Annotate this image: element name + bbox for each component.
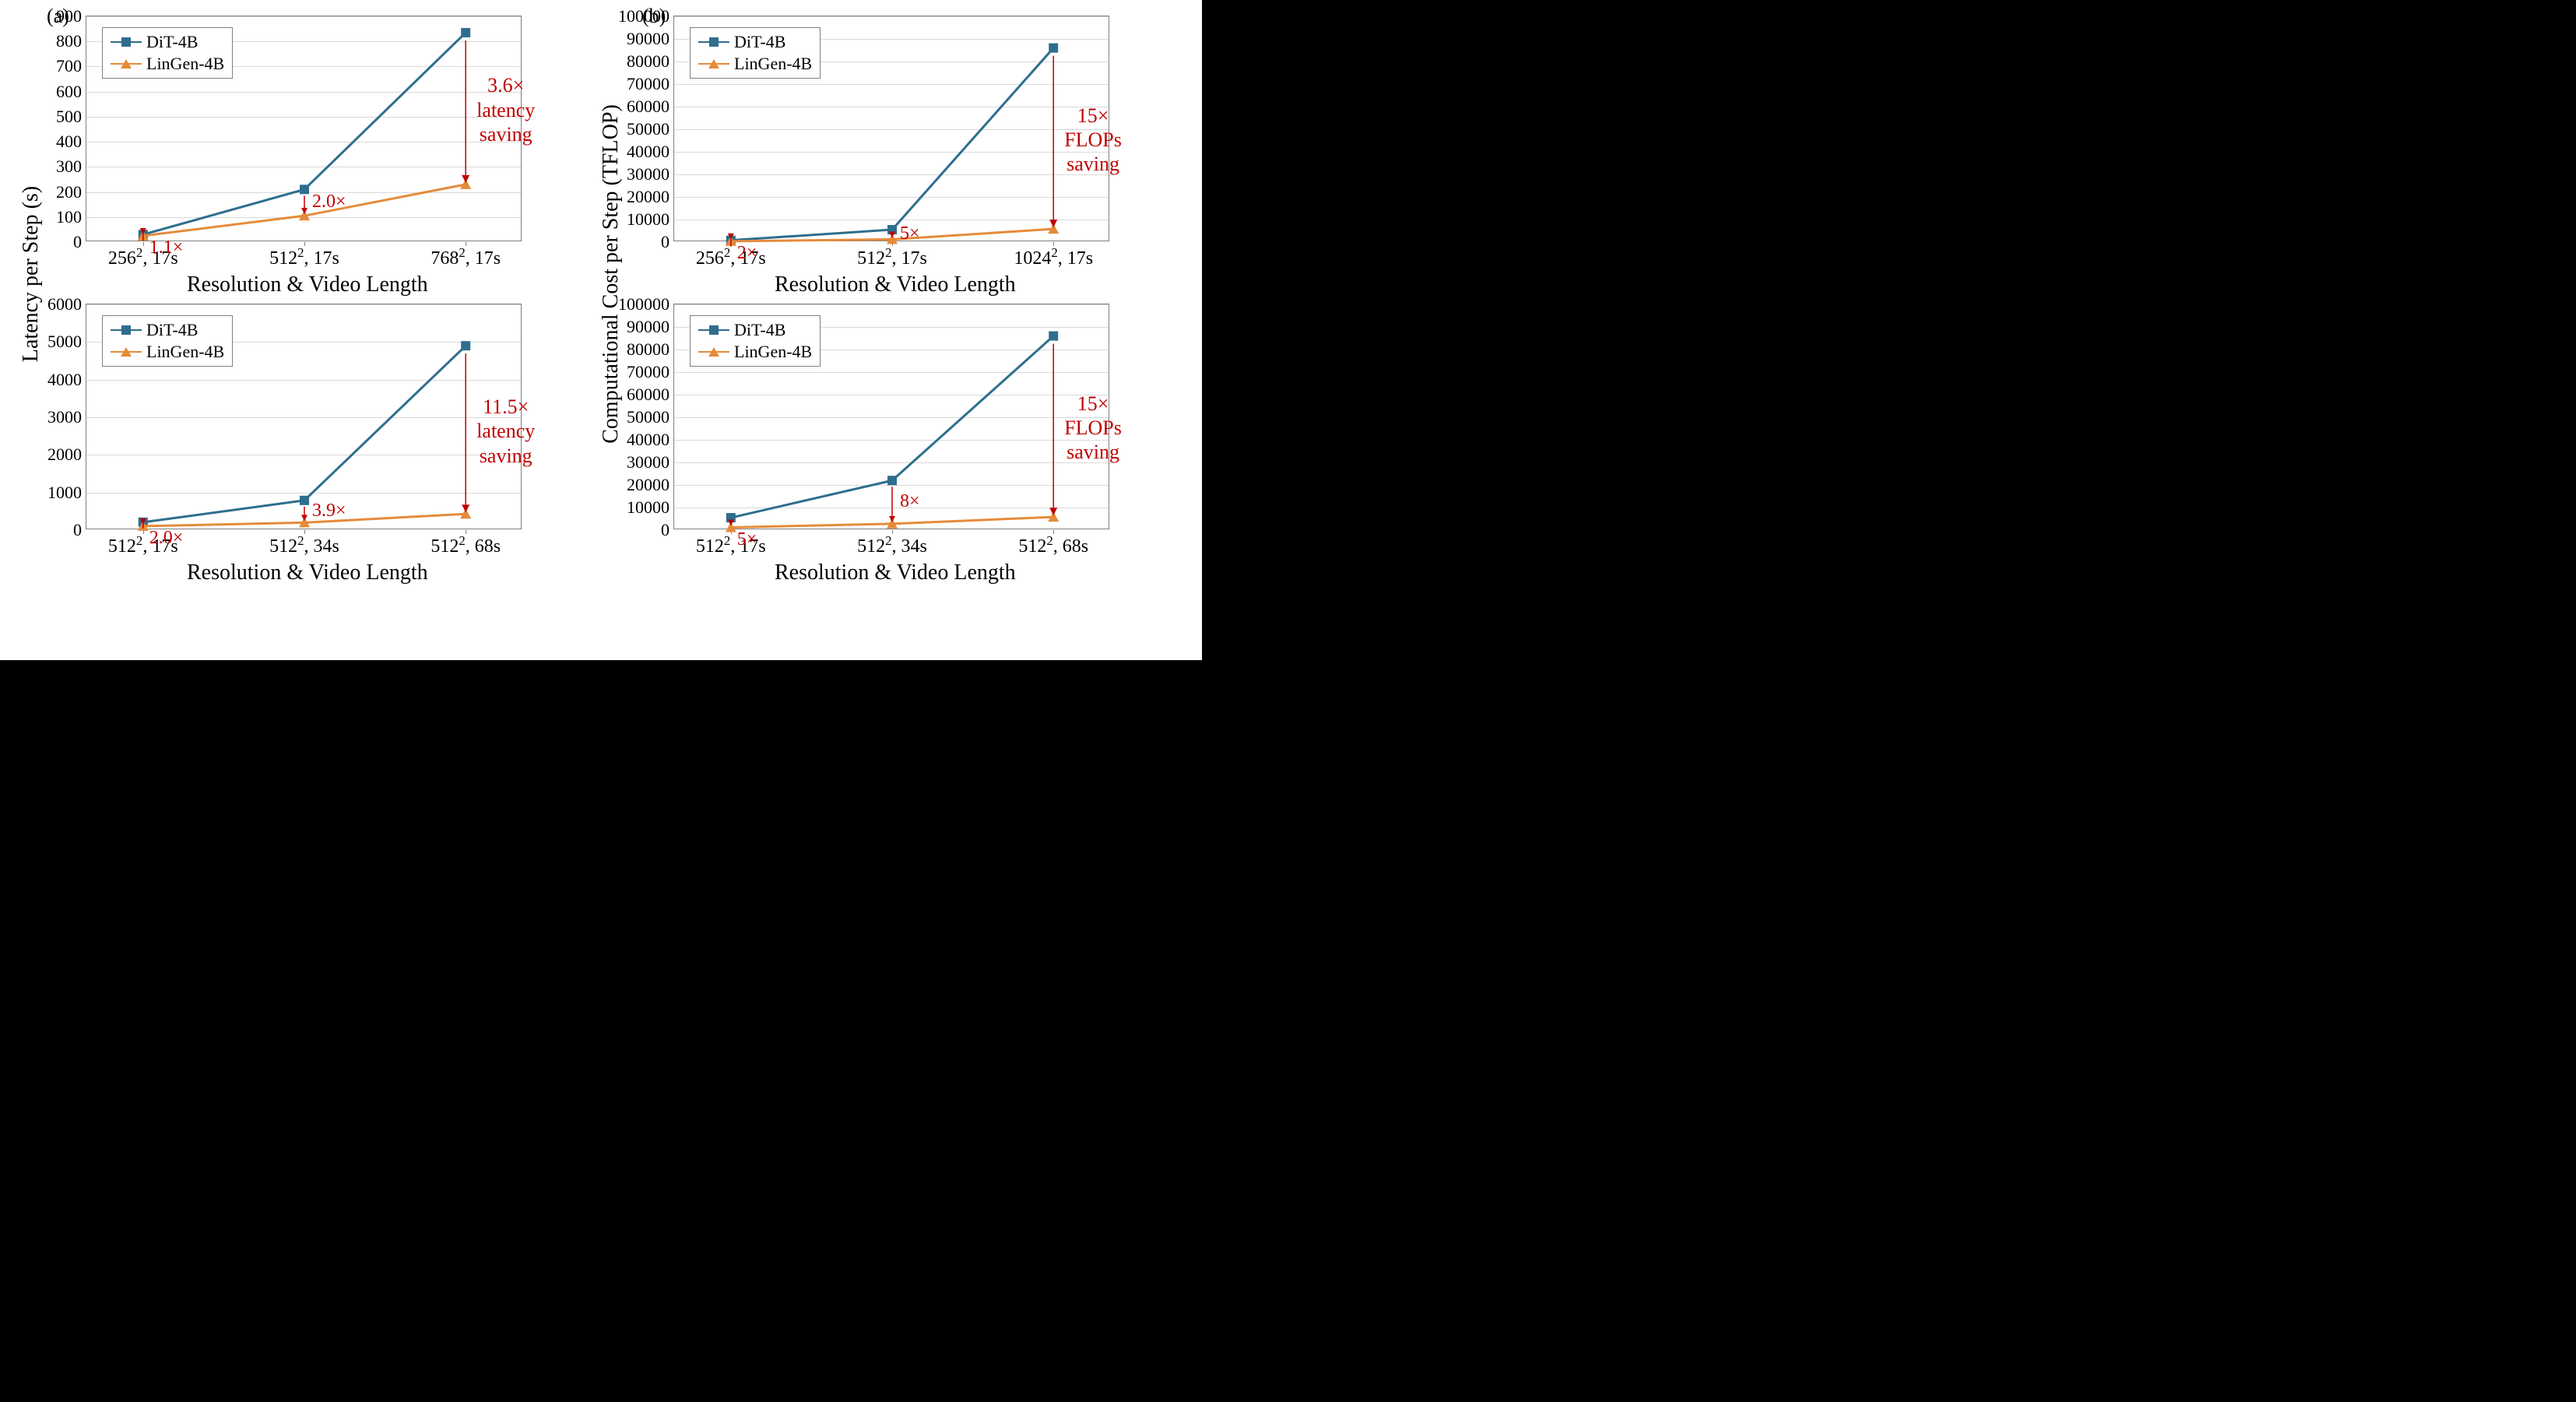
ytick-label: 0 [73, 232, 86, 252]
annotation-ratio: 3.9× [312, 501, 346, 522]
legend-item-lingen: LinGen-4B [698, 341, 812, 363]
y-axis-label-left: Latency per Step (s) [19, 173, 44, 375]
annotation-saving: 15×FLOPssaving [1064, 392, 1122, 465]
ytick-label: 100000 [618, 294, 674, 314]
legend-label: LinGen-4B [734, 54, 812, 74]
legend-item-lingen: LinGen-4B [698, 53, 812, 75]
ytick-label: 5000 [47, 332, 86, 352]
ytick-label: 100 [56, 207, 86, 227]
legend-item-lingen: LinGen-4B [111, 53, 224, 75]
ytick-label: 4000 [47, 370, 86, 390]
ytick-label: 50000 [627, 119, 674, 139]
plot-top_right: 0100002000030000400005000060000700008000… [673, 16, 1109, 241]
x-axis-label: Resolution & Video Length [187, 272, 428, 297]
ytick-label: 10000 [627, 497, 674, 518]
annotation-saving: 3.6×latencysaving [476, 73, 535, 146]
ytick-label: 10000 [627, 209, 674, 230]
ytick-label: 200 [56, 182, 86, 202]
ytick-label: 300 [56, 156, 86, 177]
annotation-saving: 15×FLOPssaving [1064, 104, 1122, 177]
ytick-label: 70000 [627, 362, 674, 382]
ytick-label: 90000 [627, 29, 674, 49]
legend: DiT-4BLinGen-4B [690, 27, 821, 79]
legend-item-lingen: LinGen-4B [111, 341, 224, 363]
legend-label: LinGen-4B [146, 342, 224, 362]
x-axis-label: Resolution & Video Length [775, 272, 1016, 297]
x-axis-label: Resolution & Video Length [775, 560, 1016, 585]
plot-bottom_right: 0100002000030000400005000060000700008000… [673, 304, 1109, 529]
legend-item-dit: DiT-4B [698, 31, 812, 53]
legend: DiT-4BLinGen-4B [102, 315, 233, 367]
panel-label: (a) [47, 5, 69, 28]
annotation-ratio: 1.1× [149, 237, 184, 258]
legend-label: DiT-4B [146, 320, 198, 340]
legend-item-dit: DiT-4B [698, 319, 812, 341]
ytick-label: 60000 [627, 97, 674, 117]
panel-label: (b) [642, 5, 666, 28]
legend-label: DiT-4B [146, 32, 198, 52]
ytick-label: 50000 [627, 407, 674, 427]
legend: DiT-4BLinGen-4B [102, 27, 233, 79]
ytick-label: 20000 [627, 187, 674, 207]
y-axis-label-right: Computational Cost per Step (TFLOP) [599, 103, 624, 445]
ytick-label: 40000 [627, 430, 674, 450]
legend-label: LinGen-4B [734, 342, 812, 362]
ytick-label: 2000 [47, 444, 86, 465]
annotation-ratio: 2× [737, 243, 757, 264]
annotation-ratio: 5× [737, 529, 757, 550]
ytick-label: 600 [56, 82, 86, 102]
legend-label: DiT-4B [734, 32, 785, 52]
ytick-label: 40000 [627, 142, 674, 162]
legend-label: LinGen-4B [146, 54, 224, 74]
legend-item-dit: DiT-4B [111, 319, 224, 341]
ytick-label: 500 [56, 107, 86, 127]
legend: DiT-4BLinGen-4B [690, 315, 821, 367]
ytick-label: 0 [661, 520, 674, 540]
ytick-label: 6000 [47, 294, 86, 314]
annotation-ratio: 2.0× [312, 192, 346, 213]
ytick-label: 80000 [627, 51, 674, 72]
ytick-label: 700 [56, 56, 86, 76]
annotation-saving: 11.5×latencysaving [476, 395, 535, 468]
ytick-label: 70000 [627, 74, 674, 94]
ytick-label: 80000 [627, 339, 674, 360]
ytick-label: 90000 [627, 317, 674, 337]
ytick-label: 400 [56, 132, 86, 152]
plot-bottom_left: 01000200030004000500060005122, 17s5122, … [86, 304, 522, 529]
annotation-ratio: 2.0× [149, 528, 184, 549]
ytick-label: 0 [661, 232, 674, 252]
legend-label: DiT-4B [734, 320, 785, 340]
ytick-label: 3000 [47, 407, 86, 427]
ytick-label: 1000 [47, 483, 86, 503]
annotation-ratio: 8× [900, 491, 920, 512]
figure: 01002003004005006007008009002562, 17s512… [0, 0, 1202, 660]
ytick-label: 30000 [627, 452, 674, 473]
ytick-label: 20000 [627, 475, 674, 495]
x-axis-label: Resolution & Video Length [187, 560, 428, 585]
plot-top_left: 01002003004005006007008009002562, 17s512… [86, 16, 522, 241]
legend-item-dit: DiT-4B [111, 31, 224, 53]
annotation-ratio: 5× [900, 223, 920, 244]
ytick-label: 800 [56, 31, 86, 51]
ytick-label: 30000 [627, 164, 674, 184]
ytick-label: 0 [73, 520, 86, 540]
ytick-label: 60000 [627, 385, 674, 405]
